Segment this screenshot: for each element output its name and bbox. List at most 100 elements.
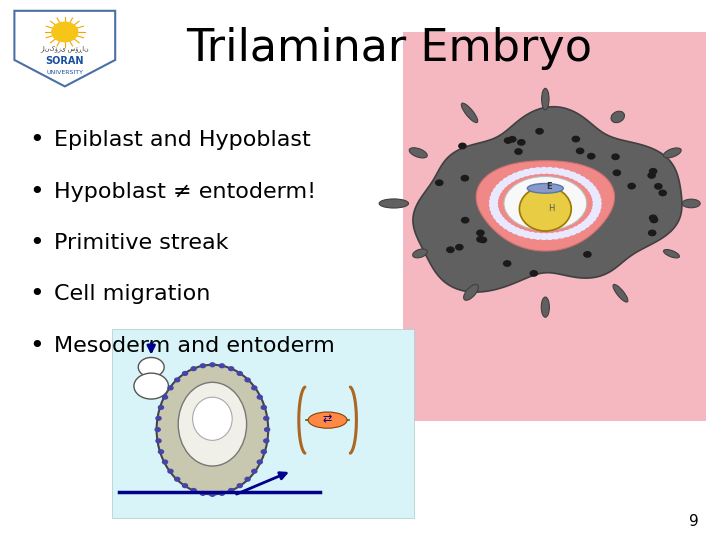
Circle shape (546, 233, 554, 239)
Ellipse shape (541, 297, 549, 317)
Ellipse shape (504, 177, 587, 231)
Ellipse shape (413, 249, 427, 258)
Ellipse shape (157, 365, 269, 495)
Circle shape (648, 173, 655, 178)
Circle shape (490, 206, 498, 212)
Ellipse shape (519, 187, 571, 231)
Circle shape (659, 190, 666, 195)
Circle shape (494, 213, 502, 219)
Circle shape (582, 180, 590, 186)
Circle shape (505, 138, 512, 143)
Text: زانکۆزی سۆڕان: زانکۆزی سۆڕان (40, 45, 89, 52)
Circle shape (573, 227, 581, 233)
Ellipse shape (682, 199, 700, 208)
Circle shape (228, 367, 233, 370)
Circle shape (588, 186, 596, 192)
Circle shape (557, 232, 565, 238)
Circle shape (593, 204, 600, 210)
Circle shape (592, 208, 600, 214)
Circle shape (192, 367, 197, 370)
Circle shape (200, 364, 205, 368)
Text: Epiblast and Hypoblast: Epiblast and Hypoblast (54, 130, 311, 151)
Circle shape (557, 169, 565, 175)
Circle shape (590, 212, 598, 218)
Circle shape (508, 226, 516, 232)
Circle shape (459, 143, 466, 148)
Circle shape (523, 170, 531, 176)
Circle shape (238, 484, 243, 488)
Text: Cell migration: Cell migration (54, 284, 210, 305)
Circle shape (494, 187, 502, 193)
Text: UNIVERSITY: UNIVERSITY (46, 70, 84, 75)
Circle shape (568, 229, 576, 235)
Circle shape (220, 491, 225, 495)
Circle shape (582, 221, 590, 227)
Circle shape (496, 217, 504, 222)
Circle shape (540, 233, 548, 239)
Circle shape (577, 177, 585, 183)
Circle shape (585, 218, 593, 224)
Circle shape (158, 406, 163, 409)
Circle shape (552, 168, 559, 174)
Circle shape (192, 489, 197, 492)
Circle shape (228, 489, 233, 492)
Circle shape (517, 171, 525, 177)
Circle shape (245, 378, 250, 382)
Circle shape (552, 233, 559, 239)
Circle shape (650, 217, 657, 222)
Circle shape (530, 271, 537, 276)
Circle shape (584, 252, 591, 257)
Text: Primitive streak: Primitive streak (54, 233, 228, 253)
Ellipse shape (409, 148, 427, 158)
Polygon shape (14, 11, 115, 86)
Circle shape (210, 492, 215, 496)
Circle shape (238, 372, 243, 375)
Circle shape (168, 386, 173, 390)
Circle shape (134, 373, 168, 399)
Circle shape (593, 200, 601, 206)
Circle shape (649, 168, 657, 174)
Circle shape (628, 184, 635, 189)
Text: Hypoblast ≠ entoderm!: Hypoblast ≠ entoderm! (54, 181, 316, 202)
Circle shape (477, 237, 484, 242)
Circle shape (523, 231, 531, 237)
Circle shape (649, 230, 656, 235)
Circle shape (590, 190, 598, 195)
Circle shape (512, 173, 520, 179)
Ellipse shape (664, 249, 680, 258)
Circle shape (515, 149, 522, 154)
Text: Mesoderm and entoderm: Mesoderm and entoderm (54, 335, 335, 356)
FancyBboxPatch shape (403, 32, 706, 421)
Ellipse shape (462, 103, 477, 123)
Circle shape (593, 197, 600, 202)
Circle shape (490, 202, 498, 208)
Circle shape (480, 237, 487, 242)
Circle shape (534, 168, 542, 174)
Circle shape (492, 210, 500, 216)
Circle shape (261, 406, 266, 409)
Text: •: • (29, 282, 43, 306)
Circle shape (577, 148, 584, 154)
Circle shape (261, 450, 266, 454)
Text: Trilaminar Embryo: Trilaminar Embryo (186, 27, 592, 70)
Circle shape (577, 224, 585, 230)
Circle shape (183, 372, 188, 375)
Circle shape (492, 191, 500, 197)
Circle shape (588, 215, 596, 221)
Circle shape (588, 153, 595, 159)
Circle shape (257, 395, 262, 399)
Ellipse shape (611, 111, 624, 123)
Circle shape (175, 477, 180, 481)
Circle shape (456, 245, 463, 250)
Circle shape (462, 176, 469, 181)
Circle shape (500, 220, 508, 226)
Circle shape (534, 233, 542, 239)
Circle shape (220, 364, 225, 368)
Circle shape (183, 484, 187, 488)
Circle shape (210, 363, 215, 367)
Circle shape (156, 416, 161, 420)
Circle shape (265, 428, 270, 431)
Circle shape (252, 469, 257, 473)
Circle shape (52, 22, 78, 42)
Ellipse shape (527, 184, 563, 193)
